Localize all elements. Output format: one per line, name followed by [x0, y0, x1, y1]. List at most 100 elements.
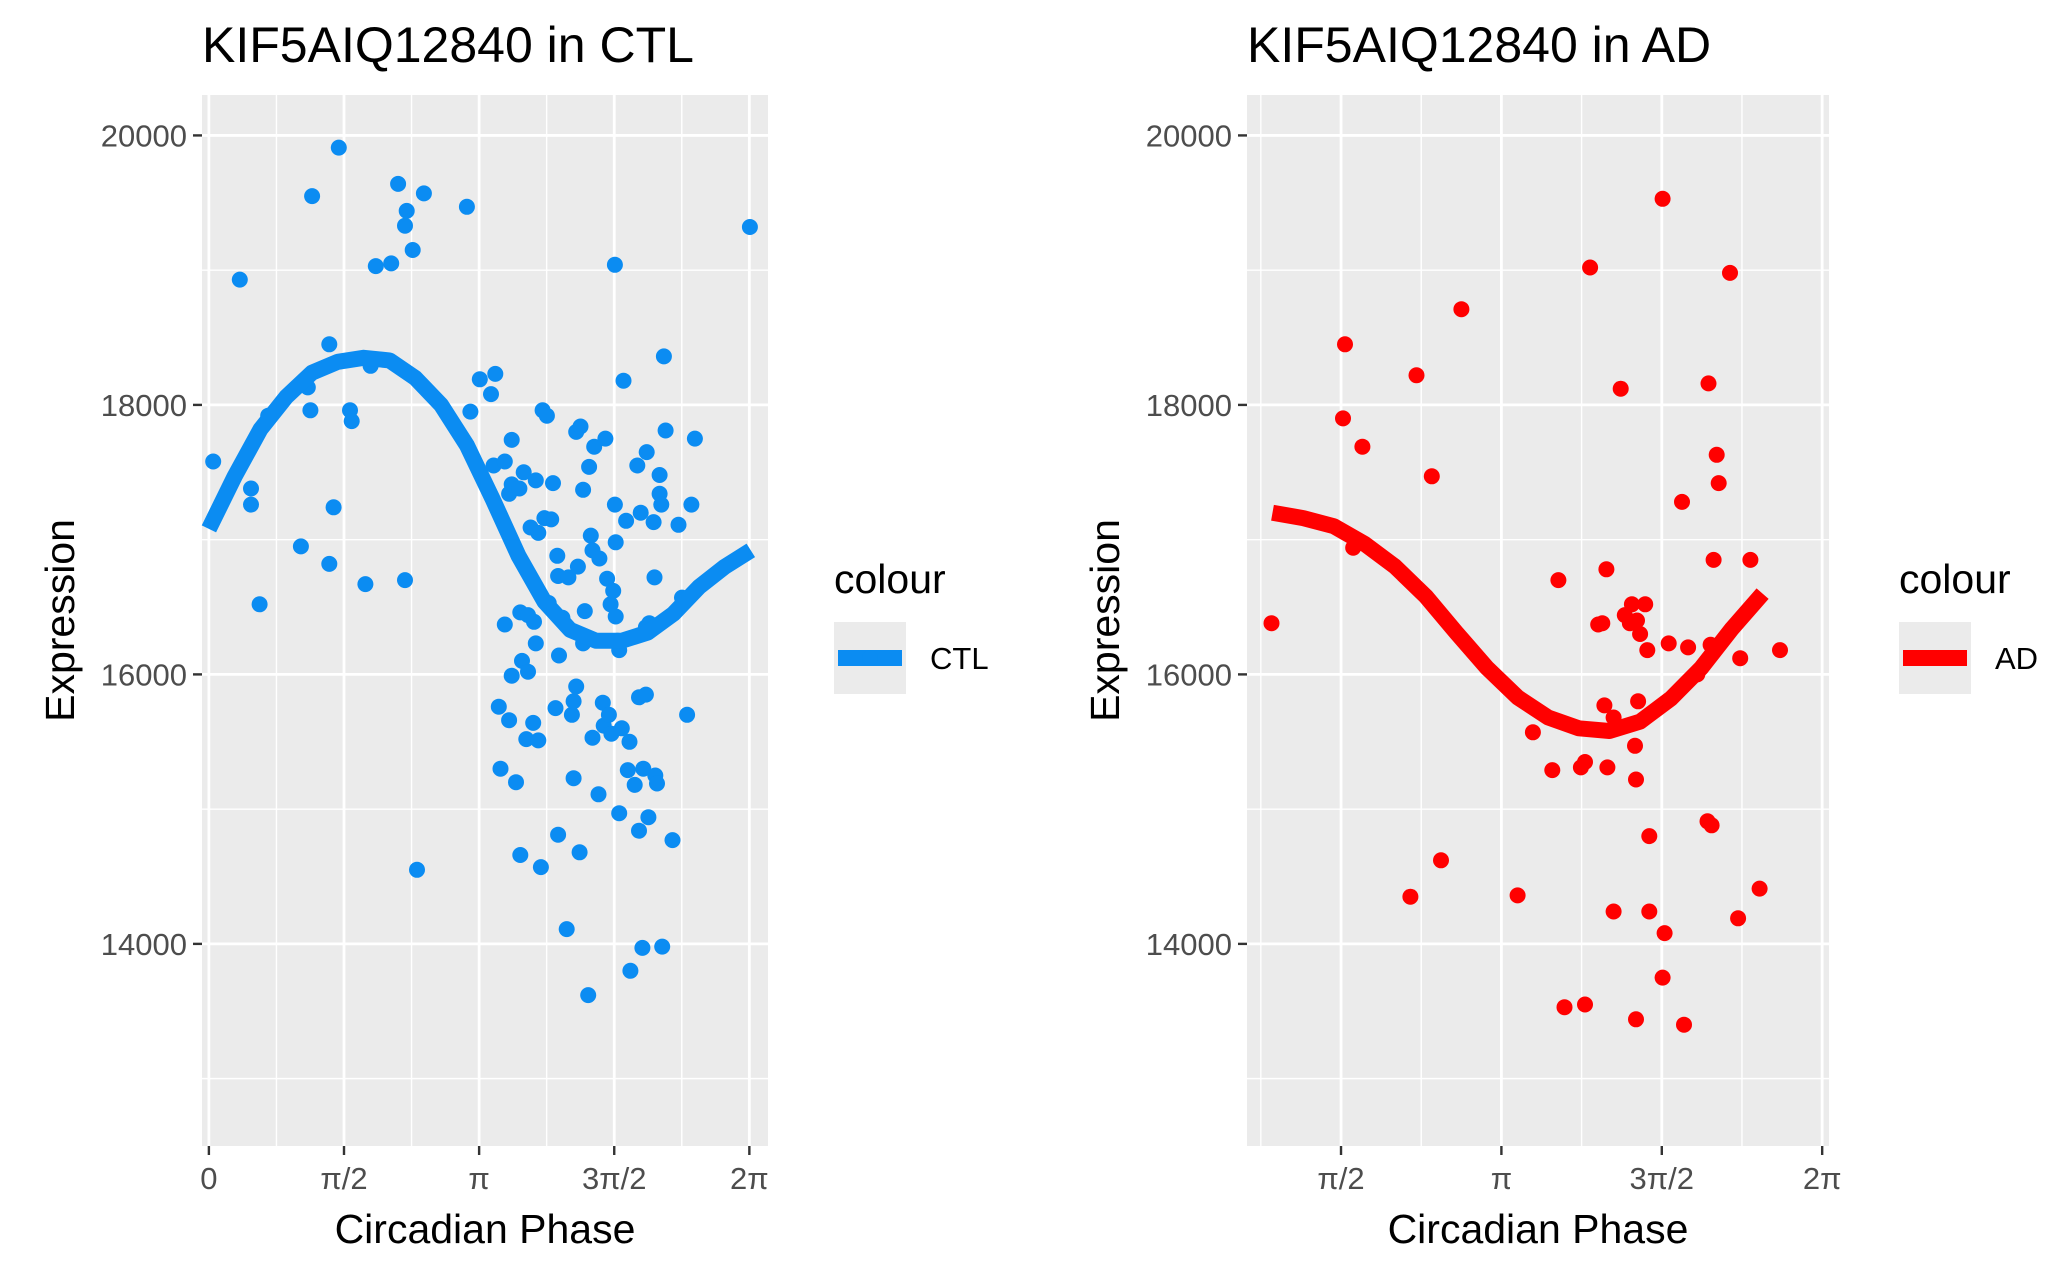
- data-point: [551, 647, 567, 664]
- data-point: [590, 786, 607, 803]
- data-point: [343, 413, 360, 430]
- data-point: [490, 698, 507, 715]
- data-point: [1596, 697, 1613, 714]
- data-point: [1632, 626, 1649, 642]
- legend-key-point: [862, 650, 878, 666]
- data-point: [683, 496, 700, 513]
- data-point: [563, 706, 580, 723]
- data-point: [1628, 1011, 1644, 1028]
- data-point: [330, 139, 347, 156]
- data-point: [1630, 693, 1647, 710]
- data-point: [657, 422, 674, 439]
- data-point: [397, 217, 413, 234]
- data-point: [655, 348, 672, 365]
- data-point: [654, 938, 671, 955]
- legend-title: colour: [834, 556, 946, 602]
- data-point: [646, 569, 663, 586]
- data-point: [1703, 817, 1720, 834]
- data-point: [613, 720, 630, 737]
- data-point: [1599, 759, 1616, 776]
- data-point: [1742, 551, 1759, 568]
- data-point: [1524, 724, 1541, 741]
- x-tick-label: π: [468, 1161, 489, 1196]
- data-point: [390, 175, 407, 192]
- data-point: [653, 496, 670, 513]
- data-point: [594, 694, 611, 711]
- y-tick-label: 16000: [101, 657, 187, 692]
- data-point: [527, 472, 544, 489]
- data-point: [538, 407, 555, 424]
- data-point: [321, 555, 338, 572]
- data-point: [1639, 642, 1656, 659]
- data-point: [1674, 493, 1690, 510]
- data-point: [545, 475, 561, 492]
- data-point: [1732, 650, 1749, 667]
- data-point: [525, 714, 542, 731]
- data-point: [1628, 771, 1644, 788]
- chart-title: KIF5AIQ12840 in AD: [1247, 17, 1711, 73]
- data-point: [602, 596, 619, 613]
- data-point: [1453, 301, 1470, 318]
- data-point: [1660, 635, 1677, 652]
- data-point: [1594, 615, 1611, 632]
- data-point: [1544, 762, 1561, 779]
- legend-key-point: [1927, 650, 1943, 666]
- x-tick-label: 3π/2: [582, 1161, 646, 1196]
- x-tick-label: 2π: [730, 1161, 769, 1196]
- y-tick-label: 14000: [101, 927, 187, 962]
- data-point: [565, 770, 582, 787]
- plot-panel: [202, 95, 768, 1146]
- data-point: [492, 760, 509, 777]
- data-point: [1627, 737, 1643, 754]
- data-point: [629, 457, 646, 474]
- y-tick-label: 18000: [1146, 388, 1232, 423]
- y-tick-label: 16000: [1146, 657, 1232, 692]
- data-point: [1680, 639, 1697, 656]
- data-point: [569, 558, 586, 575]
- data-point: [503, 431, 520, 448]
- data-point: [243, 480, 259, 497]
- data-point: [607, 608, 624, 625]
- y-axis-title: Expression: [1082, 519, 1128, 722]
- data-point: [635, 760, 652, 777]
- data-point: [251, 596, 268, 613]
- data-point: [1656, 925, 1673, 942]
- data-point: [1550, 572, 1567, 589]
- x-tick-label: 2π: [1803, 1161, 1842, 1196]
- data-point: [605, 582, 622, 599]
- data-point: [404, 242, 421, 258]
- data-point: [626, 776, 643, 793]
- data-point: [581, 458, 598, 475]
- data-point: [622, 962, 639, 979]
- legend-label: AD: [1995, 641, 2038, 676]
- data-point: [1605, 903, 1622, 920]
- data-point: [304, 188, 321, 205]
- data-point: [1335, 410, 1351, 427]
- x-axis-title: Circadian Phase: [1388, 1206, 1689, 1252]
- data-point: [606, 496, 623, 513]
- data-point: [508, 774, 524, 791]
- x-tick-label: 0: [200, 1161, 217, 1196]
- data-point: [1263, 615, 1280, 632]
- data-point: [397, 572, 413, 589]
- data-point: [640, 809, 657, 826]
- fit-line: [201, 349, 756, 649]
- data-point: [634, 939, 651, 956]
- data-point: [1337, 336, 1353, 353]
- data-point: [518, 731, 535, 748]
- x-tick-label: 3π/2: [1630, 1161, 1694, 1196]
- data-point: [571, 844, 588, 861]
- fit-line: [1271, 504, 1769, 739]
- data-point: [741, 219, 758, 235]
- data-point: [1629, 612, 1645, 629]
- data-point: [483, 386, 499, 403]
- y-tick-label: 20000: [101, 118, 187, 153]
- x-tick-label: π: [1491, 1161, 1512, 1196]
- legend-label: CTL: [930, 641, 989, 676]
- data-point: [586, 438, 603, 455]
- data-point: [503, 667, 520, 684]
- data-point: [637, 686, 654, 703]
- data-point: [1612, 380, 1629, 397]
- data-point: [231, 271, 248, 288]
- data-point: [512, 847, 529, 863]
